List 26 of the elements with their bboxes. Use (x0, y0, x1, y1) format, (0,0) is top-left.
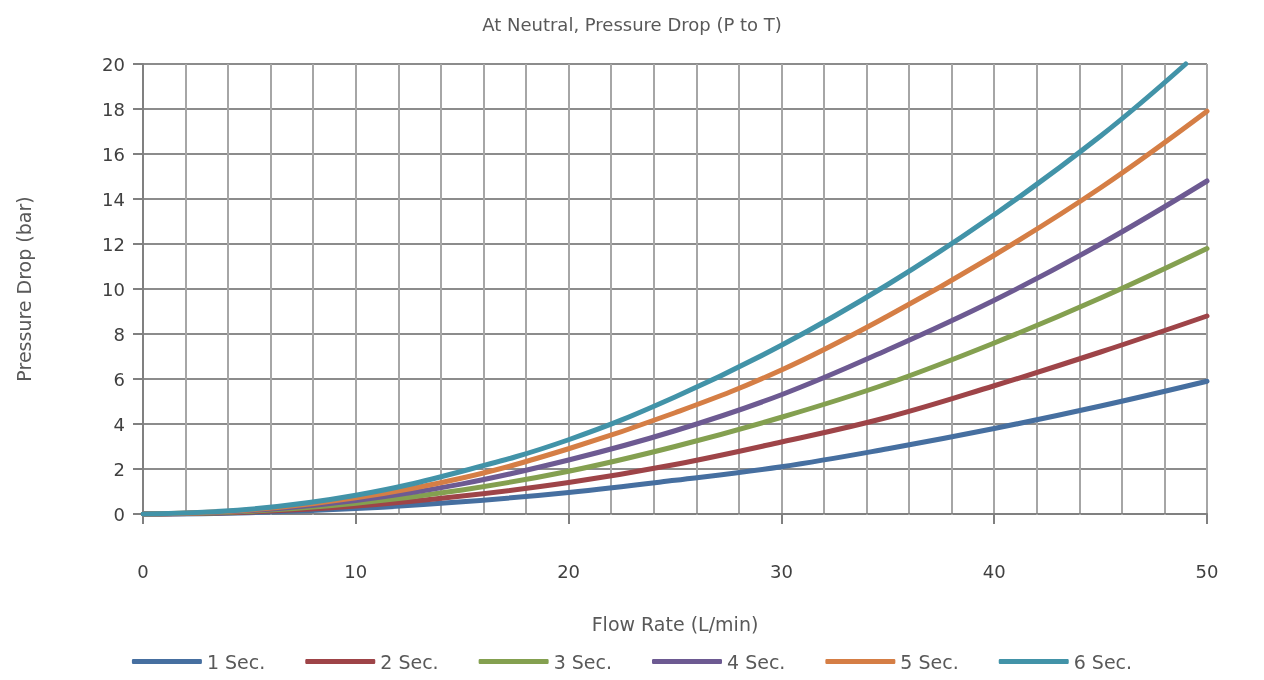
legend-label: 4 Sec. (727, 650, 786, 673)
y-tick-label: 20 (102, 53, 125, 75)
y-tick-label: 10 (102, 278, 125, 300)
y-tick-label: 0 (113, 503, 125, 525)
y-tick-label: 16 (102, 143, 125, 165)
y-tick-label: 8 (113, 323, 125, 345)
legend-label: 5 Sec. (900, 650, 959, 673)
y-tick-label: 6 (113, 368, 125, 390)
x-tick-label: 50 (1195, 560, 1219, 582)
y-axis-title: Pressure Drop (bar) (12, 196, 35, 382)
y-tick-label: 14 (102, 188, 125, 210)
y-tick-label: 12 (102, 233, 125, 255)
chart-title: At Neutral, Pressure Drop (P to T) (482, 13, 782, 35)
x-tick-label: 40 (982, 560, 1006, 582)
y-tick-label: 18 (102, 98, 125, 120)
legend-label: 1 Sec. (206, 650, 266, 673)
legend-label: 3 Sec. (553, 650, 613, 673)
x-axis-title: Flow Rate (L/min) (591, 612, 759, 635)
x-tick-label: 20 (557, 560, 581, 582)
x-tick-label: 30 (769, 560, 793, 582)
y-tick-label: 2 (113, 458, 125, 480)
x-tick-label: 10 (344, 560, 368, 582)
legend-label: 6 Sec. (1073, 650, 1133, 673)
y-tick-label: 4 (113, 413, 125, 435)
x-tick-label: 0 (137, 560, 149, 582)
legend-label: 2 Sec. (380, 650, 439, 673)
